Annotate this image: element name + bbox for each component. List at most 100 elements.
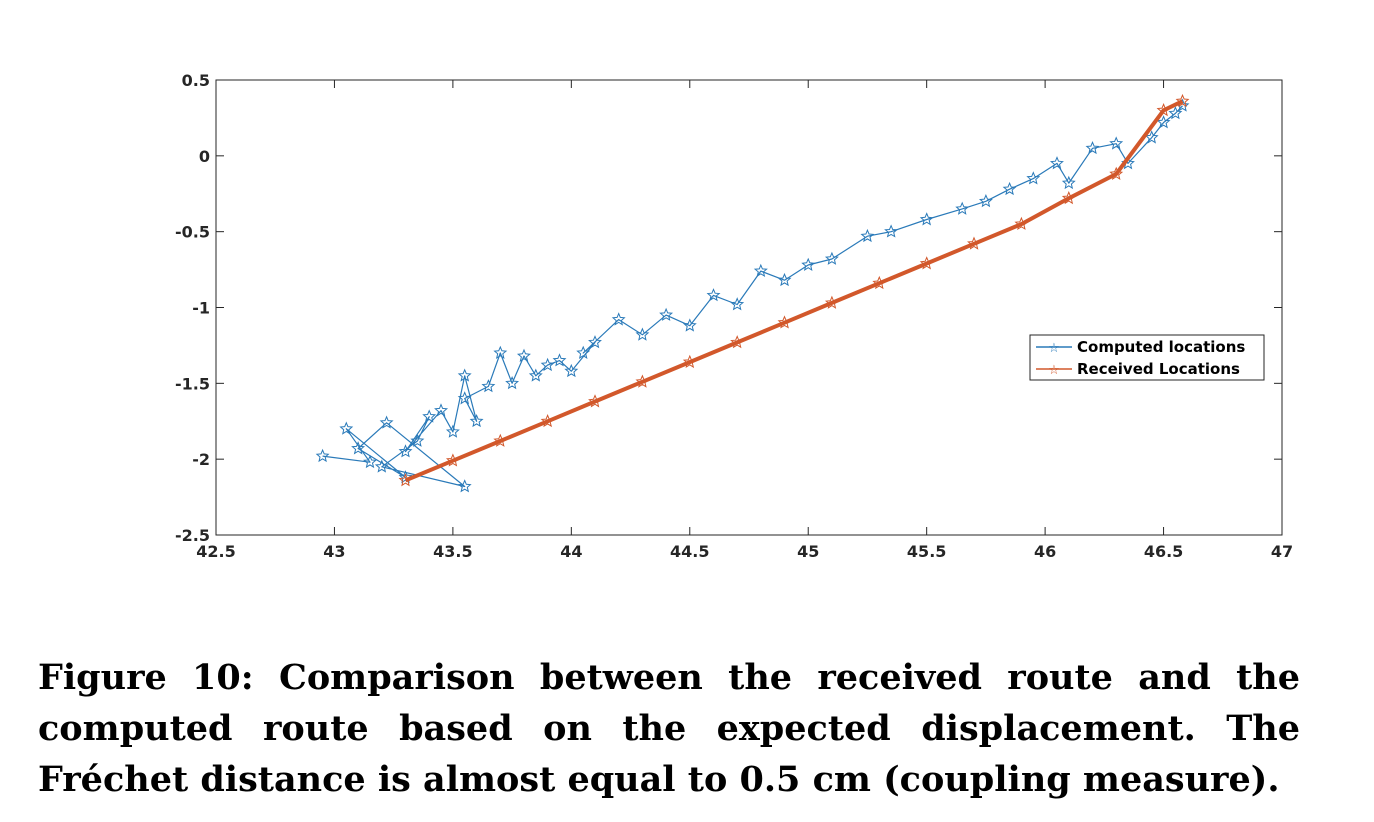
series-1-point-8	[777, 315, 792, 329]
series-1-point-15	[1109, 166, 1124, 180]
series-0-point-17	[493, 345, 508, 359]
x-tick-label-6: 45.5	[907, 542, 946, 561]
legend-box	[1029, 334, 1265, 381]
series-0-point-15	[457, 391, 472, 405]
series-0-point-42	[1026, 171, 1041, 185]
series-0-point-4	[351, 441, 366, 455]
series-0-point-25	[576, 345, 591, 359]
series-line-0	[322, 105, 1183, 488]
series-0-point-38	[919, 212, 934, 226]
series-0-point-23	[564, 363, 579, 378]
series-0-point-13	[457, 368, 472, 382]
series-0-point-37	[884, 224, 899, 238]
x-tick-label-0: 42.5	[196, 542, 235, 561]
series-0-point-2	[339, 421, 354, 435]
series-1-point-16	[1156, 102, 1171, 117]
series-0-point-48	[1144, 130, 1159, 144]
legend-marker-received: ☆	[1048, 362, 1060, 377]
legend-label-computed: Computed locations	[1077, 338, 1245, 356]
series-0-point-19	[516, 348, 531, 362]
series-0-point-40	[978, 194, 993, 208]
series-0-point-7	[374, 459, 389, 473]
series-1-point-1	[445, 453, 460, 467]
series-0-point-41	[1002, 181, 1017, 196]
series-1-point-11	[919, 256, 934, 270]
series-0-point-24	[588, 335, 602, 349]
series-0-point-20	[528, 368, 543, 382]
series-0-point-29	[682, 318, 697, 332]
series-1-point-0	[398, 473, 413, 487]
series-0-point-22	[552, 353, 567, 367]
series-0-point-39	[955, 201, 970, 215]
series-0-point-8	[410, 433, 425, 447]
series-0-point-28	[659, 307, 674, 321]
chart-svg: 42.5 43 43.5 44 44.5 45 45.5 46 46.5 47 0.5 0 -0.5 -1…	[175, 71, 1293, 561]
y-tick-label-6: -2.5	[175, 526, 210, 545]
series-0	[315, 98, 1190, 493]
series-1-point-10	[872, 275, 887, 290]
series-1-point-2	[493, 433, 508, 447]
series-0-point-43	[1049, 156, 1064, 170]
legend-marker-computed: ☆	[1048, 340, 1060, 355]
legend-label-received: Received Locations	[1077, 360, 1240, 378]
series-0-point-32	[753, 263, 768, 278]
plot-area	[215, 79, 1283, 536]
series-0-point-45	[1085, 141, 1100, 155]
y-tick-label-5: -2	[192, 450, 210, 469]
series-0-point-14	[469, 414, 484, 428]
series-0-point-9	[422, 409, 437, 423]
y-tick-label-1: 0	[199, 147, 210, 166]
x-tick-label-9: 47	[1271, 542, 1293, 561]
x-tick-label-1: 43	[323, 542, 345, 561]
series-1-point-12	[967, 236, 982, 250]
series-layer	[315, 93, 1190, 493]
series-0-point-44	[1061, 175, 1076, 190]
x-tick-label-7: 46	[1034, 542, 1056, 561]
series-1-point-13	[1014, 216, 1029, 230]
series-0-point-30	[706, 288, 721, 302]
x-tick-label-8: 46.5	[1144, 542, 1183, 561]
series-0-point-31	[730, 297, 745, 311]
series-1-point-14	[1061, 191, 1076, 205]
series-1-point-17	[1175, 93, 1190, 108]
x-tick-label-5: 45	[797, 542, 819, 561]
ticks-layer: 42.5 43 43.5 44 44.5 45 45.5 46 46.5 47 0.5 0 -0.5 -1…	[175, 71, 1293, 561]
series-0-point-49	[1156, 115, 1171, 129]
series-0-point-46	[1109, 136, 1124, 150]
series-0-point-27	[635, 327, 650, 341]
legend: ☆ Computed locations ☆ Received Location…	[1029, 334, 1265, 381]
series-0-point-11	[434, 403, 449, 417]
series-1-point-7	[730, 335, 745, 349]
series-0-point-6	[457, 479, 472, 493]
y-tick-label-3: -1	[192, 299, 210, 318]
series-0-point-33	[777, 272, 792, 287]
series-0-point-36	[860, 228, 875, 243]
series-0-point-35	[824, 251, 839, 265]
x-tick-label-2: 43.5	[433, 542, 472, 561]
series-1-point-5	[635, 374, 650, 388]
series-0-point-12	[445, 424, 460, 438]
x-tick-label-4: 44.5	[670, 542, 709, 561]
series-1-point-3	[540, 413, 555, 428]
series-0-point-10	[398, 444, 413, 458]
chart-figure: 42.5 43 43.5 44 44.5 45 45.5 46 46.5 47 0.5 0 -0.5 -1…	[175, 71, 1293, 561]
series-0-point-34	[801, 257, 816, 271]
series-0-point-16	[481, 379, 496, 393]
series-0-point-0	[315, 448, 330, 463]
series-0-point-26	[611, 312, 626, 326]
y-tick-label-4: -1.5	[175, 374, 210, 393]
series-line-1	[404, 99, 1184, 483]
series-0-point-5	[379, 415, 394, 429]
series-0-point-18	[505, 376, 520, 390]
series-1-point-4	[588, 394, 602, 408]
series-1-point-6	[682, 354, 697, 369]
series-0-point-21	[540, 357, 555, 372]
figure-caption: Figure 10: Comparison between the receiv…	[38, 657, 1300, 800]
series-0-point-1	[363, 454, 377, 469]
series-1-point-9	[824, 295, 839, 309]
y-tick-label-0: 0.5	[182, 71, 210, 90]
x-tick-label-3: 44	[560, 542, 582, 561]
series-0-point-50	[1168, 106, 1183, 120]
y-tick-label-2: -0.5	[175, 223, 210, 242]
series-1	[398, 93, 1190, 487]
